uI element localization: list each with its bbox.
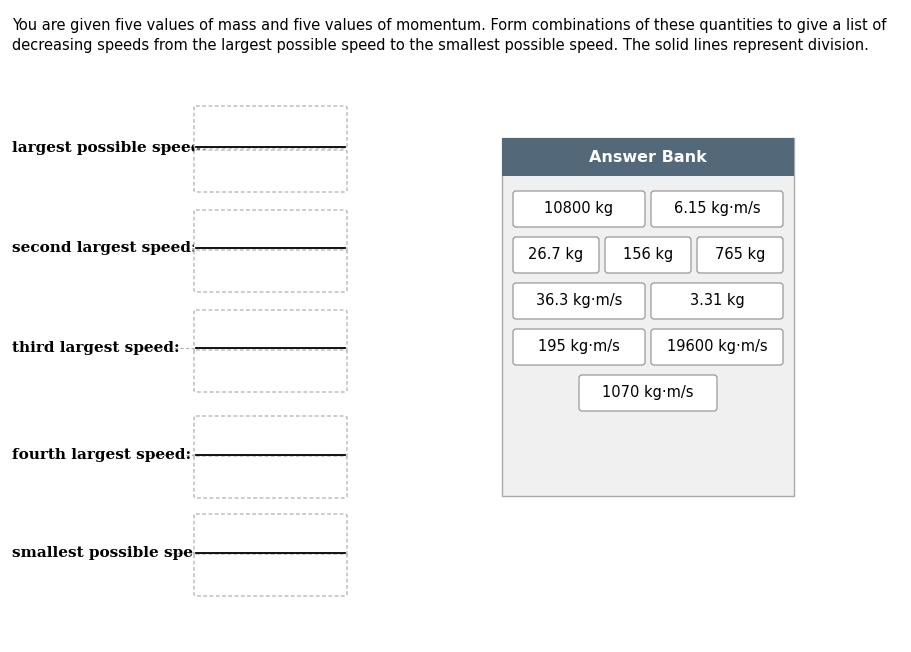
- Text: 36.3 kg·m/s: 36.3 kg·m/s: [536, 293, 622, 308]
- Text: largest possible speed:: largest possible speed:: [12, 141, 207, 155]
- Text: second largest speed:: second largest speed:: [12, 241, 197, 255]
- FancyBboxPatch shape: [513, 237, 599, 273]
- Text: 19600 kg·m/s: 19600 kg·m/s: [667, 340, 767, 355]
- FancyBboxPatch shape: [194, 456, 347, 498]
- Text: 10800 kg: 10800 kg: [545, 201, 614, 216]
- FancyBboxPatch shape: [513, 191, 645, 227]
- Text: 6.15 kg·m/s: 6.15 kg·m/s: [674, 201, 761, 216]
- Text: You are given five values of mass and five values of momentum. Form combinations: You are given five values of mass and fi…: [12, 18, 886, 33]
- FancyBboxPatch shape: [651, 283, 783, 319]
- Text: 1070 kg·m/s: 1070 kg·m/s: [602, 385, 694, 400]
- Text: 3.31 kg: 3.31 kg: [690, 293, 744, 308]
- Text: 195 kg·m/s: 195 kg·m/s: [538, 340, 620, 355]
- FancyBboxPatch shape: [194, 310, 347, 352]
- Text: 156 kg: 156 kg: [623, 248, 673, 263]
- FancyBboxPatch shape: [194, 416, 347, 458]
- FancyBboxPatch shape: [194, 106, 347, 148]
- FancyBboxPatch shape: [651, 329, 783, 365]
- Text: third largest speed:: third largest speed:: [12, 341, 179, 355]
- FancyBboxPatch shape: [605, 237, 691, 273]
- Text: fourth largest speed:: fourth largest speed:: [12, 448, 191, 462]
- Text: 765 kg: 765 kg: [715, 248, 765, 263]
- FancyBboxPatch shape: [651, 191, 783, 227]
- Text: 26.7 kg: 26.7 kg: [528, 248, 584, 263]
- FancyBboxPatch shape: [194, 554, 347, 596]
- FancyBboxPatch shape: [194, 250, 347, 292]
- Text: decreasing speeds from the largest possible speed to the smallest possible speed: decreasing speeds from the largest possi…: [12, 38, 869, 53]
- Text: smallest possible speed:: smallest possible speed:: [12, 546, 219, 560]
- FancyBboxPatch shape: [194, 150, 347, 192]
- FancyBboxPatch shape: [513, 283, 645, 319]
- FancyBboxPatch shape: [194, 514, 347, 556]
- FancyBboxPatch shape: [502, 138, 794, 496]
- FancyBboxPatch shape: [194, 210, 347, 252]
- Text: Answer Bank: Answer Bank: [589, 149, 707, 164]
- FancyBboxPatch shape: [513, 329, 645, 365]
- FancyBboxPatch shape: [194, 350, 347, 392]
- FancyBboxPatch shape: [579, 375, 717, 411]
- FancyBboxPatch shape: [697, 237, 783, 273]
- FancyBboxPatch shape: [502, 138, 794, 176]
